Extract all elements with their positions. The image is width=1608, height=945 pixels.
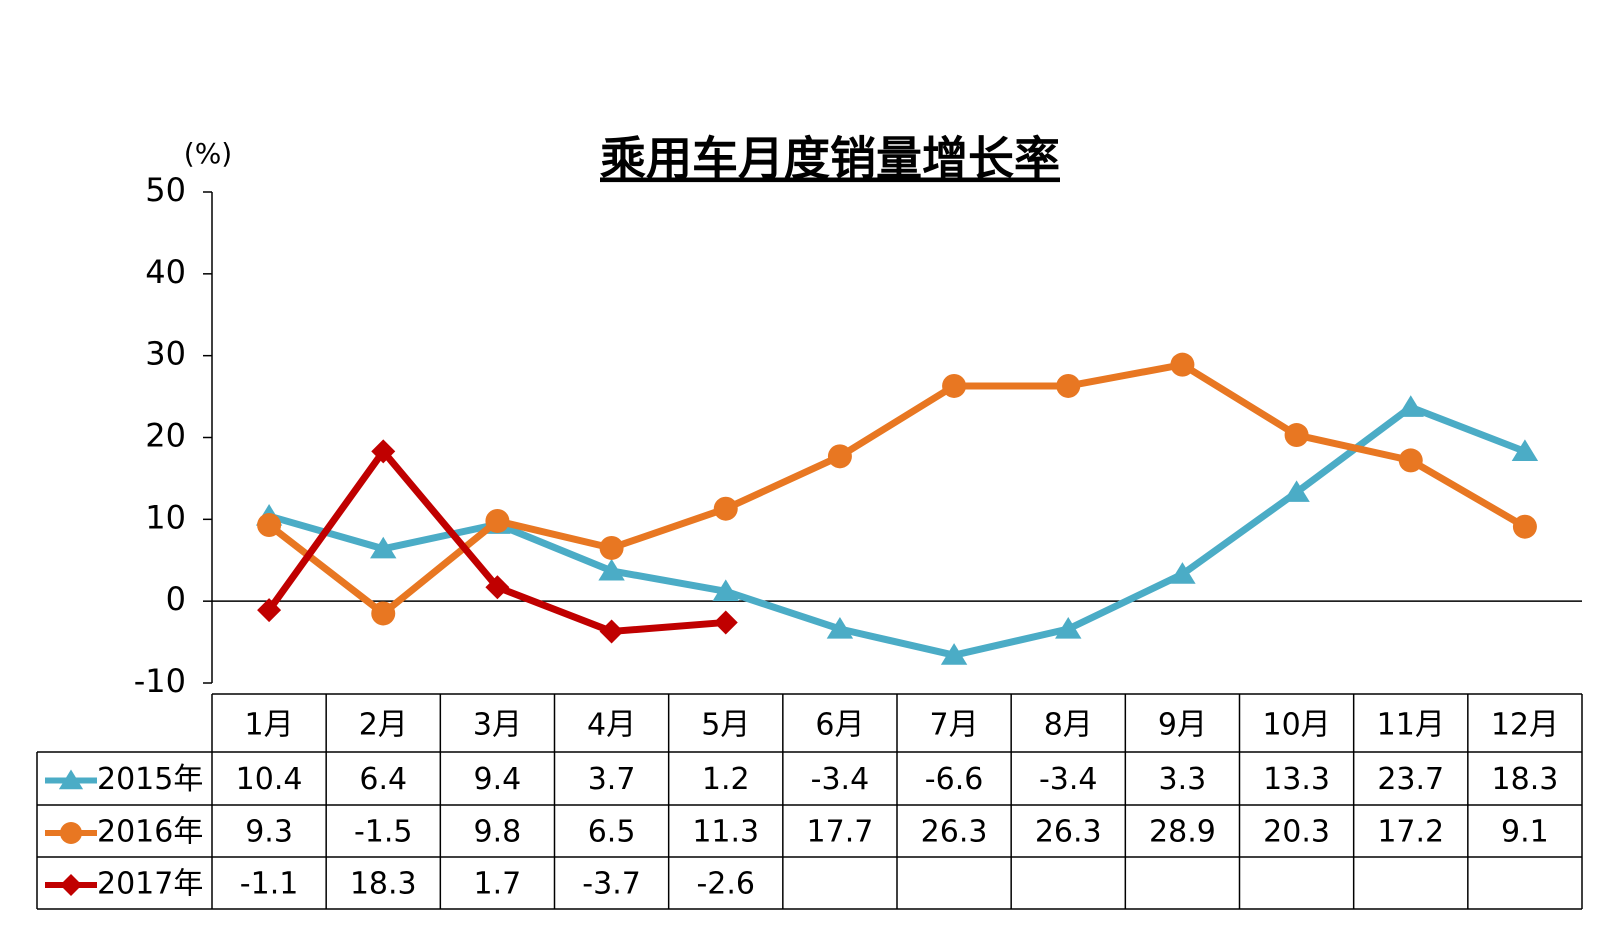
- x-tick-label: 11月: [1377, 708, 1445, 743]
- table-value: 10.4: [236, 762, 303, 797]
- y-tick-label: -10: [134, 662, 186, 700]
- data-point: [257, 598, 282, 623]
- series-line: [268, 403, 1527, 659]
- y-tick-label: 0: [166, 580, 186, 618]
- table-value: -3.7: [582, 867, 641, 902]
- data-point: [370, 536, 397, 559]
- data-point: [713, 496, 738, 521]
- y-tick-label: 10: [145, 498, 186, 536]
- data-point: [1512, 514, 1537, 539]
- x-tick-label: 4月: [587, 708, 636, 743]
- data-point: [599, 535, 624, 560]
- table-value: 6.5: [588, 815, 636, 850]
- data-point: [1284, 423, 1309, 448]
- table-value: 6.4: [359, 762, 407, 797]
- data-point: [371, 601, 396, 626]
- legend-label: 2015年: [97, 762, 203, 797]
- data-point: [485, 575, 510, 600]
- y-tick-label: 40: [145, 253, 186, 291]
- data-point: [1055, 616, 1082, 639]
- data-point: [598, 558, 625, 581]
- table-value: -2.6: [696, 867, 755, 902]
- data-point: [713, 610, 738, 635]
- table-value: 3.3: [1159, 762, 1207, 797]
- table-value: 9.4: [474, 762, 522, 797]
- x-tick-label: 3月: [473, 708, 522, 743]
- y-tick-label: 30: [145, 335, 186, 373]
- x-tick-label: 2月: [359, 708, 408, 743]
- table-value: 18.3: [1492, 762, 1559, 797]
- data-point: [485, 508, 510, 533]
- table-value: -3.4: [1039, 762, 1098, 797]
- table-value: 20.3: [1263, 815, 1330, 850]
- table-value: 23.7: [1377, 762, 1444, 797]
- table-value: 9.1: [1501, 815, 1549, 850]
- legend-marker: [58, 769, 84, 790]
- data-point: [1511, 439, 1539, 462]
- table-value: -6.6: [925, 762, 984, 797]
- data-point: [826, 616, 854, 639]
- series-line: [266, 361, 1527, 617]
- table-value: 28.9: [1149, 815, 1216, 850]
- legend-marker: [60, 874, 82, 896]
- table-value: 9.8: [474, 815, 522, 850]
- table-value: 17.7: [807, 815, 874, 850]
- data-point: [371, 439, 396, 464]
- table-value: 26.3: [1035, 815, 1102, 850]
- data-point: [1056, 373, 1081, 398]
- table-value: 13.3: [1263, 762, 1330, 797]
- data-point: [1169, 562, 1196, 584]
- x-tick-label: 10月: [1262, 708, 1330, 743]
- data-point: [712, 579, 739, 601]
- table-value: 18.3: [350, 867, 417, 902]
- legend-marker: [60, 822, 82, 844]
- x-tick-label: 1月: [245, 708, 294, 743]
- table-value: 26.3: [921, 815, 988, 850]
- legend-label: 2016年: [97, 815, 203, 850]
- data-point: [1397, 395, 1424, 417]
- data-point: [1398, 448, 1423, 473]
- x-tick-label: 9月: [1158, 708, 1207, 743]
- data-point: [599, 619, 624, 644]
- data-point: [1283, 480, 1310, 502]
- data-point: [1170, 352, 1195, 377]
- series-line: [266, 447, 727, 635]
- table-value: 9.3: [245, 815, 293, 850]
- data-point: [940, 643, 968, 665]
- table-value: 1.7: [474, 867, 522, 902]
- x-tick-label: 6月: [815, 708, 864, 743]
- x-tick-label: 5月: [701, 708, 750, 743]
- data-point: [942, 373, 967, 398]
- data-point: [827, 444, 852, 469]
- table-value: 3.7: [588, 762, 636, 797]
- legend-label: 2017年: [97, 867, 203, 902]
- x-tick-label: 7月: [930, 708, 979, 743]
- data-point: [257, 513, 282, 538]
- y-tick-label: 50: [145, 171, 186, 209]
- table-value: -1.5: [354, 815, 413, 850]
- table-value: 17.2: [1377, 815, 1444, 850]
- table-value: 1.2: [702, 762, 750, 797]
- x-tick-label: 12月: [1491, 708, 1559, 743]
- y-axis-label: (%): [184, 137, 232, 170]
- table-value: 11.3: [692, 815, 759, 850]
- y-tick-label: 20: [145, 417, 186, 455]
- table-value: -1.1: [240, 867, 299, 902]
- x-tick-label: 8月: [1044, 708, 1093, 743]
- chart-title: 乘用车月度销量增长率: [600, 132, 1060, 186]
- table-value: -3.4: [811, 762, 870, 797]
